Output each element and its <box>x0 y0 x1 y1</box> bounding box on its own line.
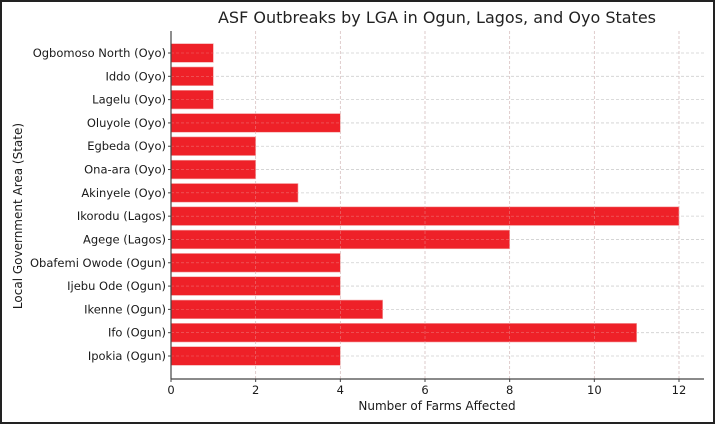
y-tick-label: Akinyele (Oyo) <box>81 186 166 200</box>
y-tick-label: Ipokia (Ogun) <box>88 349 166 363</box>
axes <box>170 31 704 380</box>
y-tick-label: Ifo (Ogun) <box>108 326 166 340</box>
y-tick-label: Oluyole (Oyo) <box>87 116 166 130</box>
y-tick-label: Ona-ara (Oyo) <box>84 163 166 177</box>
x-tick-label: 12 <box>672 383 687 397</box>
y-axis-label: Local Government Area (State) <box>11 123 25 309</box>
y-tick-label: Agege (Lagos) <box>83 232 166 246</box>
y-tick-label: Obafemi Owode (Ogun) <box>30 256 166 270</box>
y-tick-label: Lagelu (Oyo) <box>92 93 166 107</box>
y-axis-ticks: Ipokia (Ogun) Ifo (Ogun) Ikenne (Ogun) Ijeb… <box>30 46 171 363</box>
x-axis-label: Number of Farms Affected <box>358 399 515 413</box>
y-tick-label: Ogbomoso North (Oyo) <box>33 46 166 60</box>
x-tick-label: 0 <box>167 383 174 397</box>
y-tick-label: Egbeda (Oyo) <box>87 139 166 153</box>
y-tick-label: Iddo (Oyo) <box>105 69 166 83</box>
bars <box>170 31 680 379</box>
x-tick-label: 10 <box>587 383 602 397</box>
y-tick-label: Ijebu Ode (Ogun) <box>67 279 166 293</box>
chart-title: ASF Outbreaks by LGA in Ogun, Lagos, and… <box>218 8 656 27</box>
y-tick-label: Ikorodu (Lagos) <box>77 209 166 223</box>
y-tick-label: Ikenne (Ogun) <box>84 302 166 316</box>
x-axis-ticks: 0 2 4 6 8 10 12 <box>167 379 686 397</box>
x-tick-label: 6 <box>421 383 428 397</box>
x-tick-label: 2 <box>252 383 259 397</box>
x-tick-label: 8 <box>506 383 513 397</box>
x-tick-label: 4 <box>337 383 344 397</box>
